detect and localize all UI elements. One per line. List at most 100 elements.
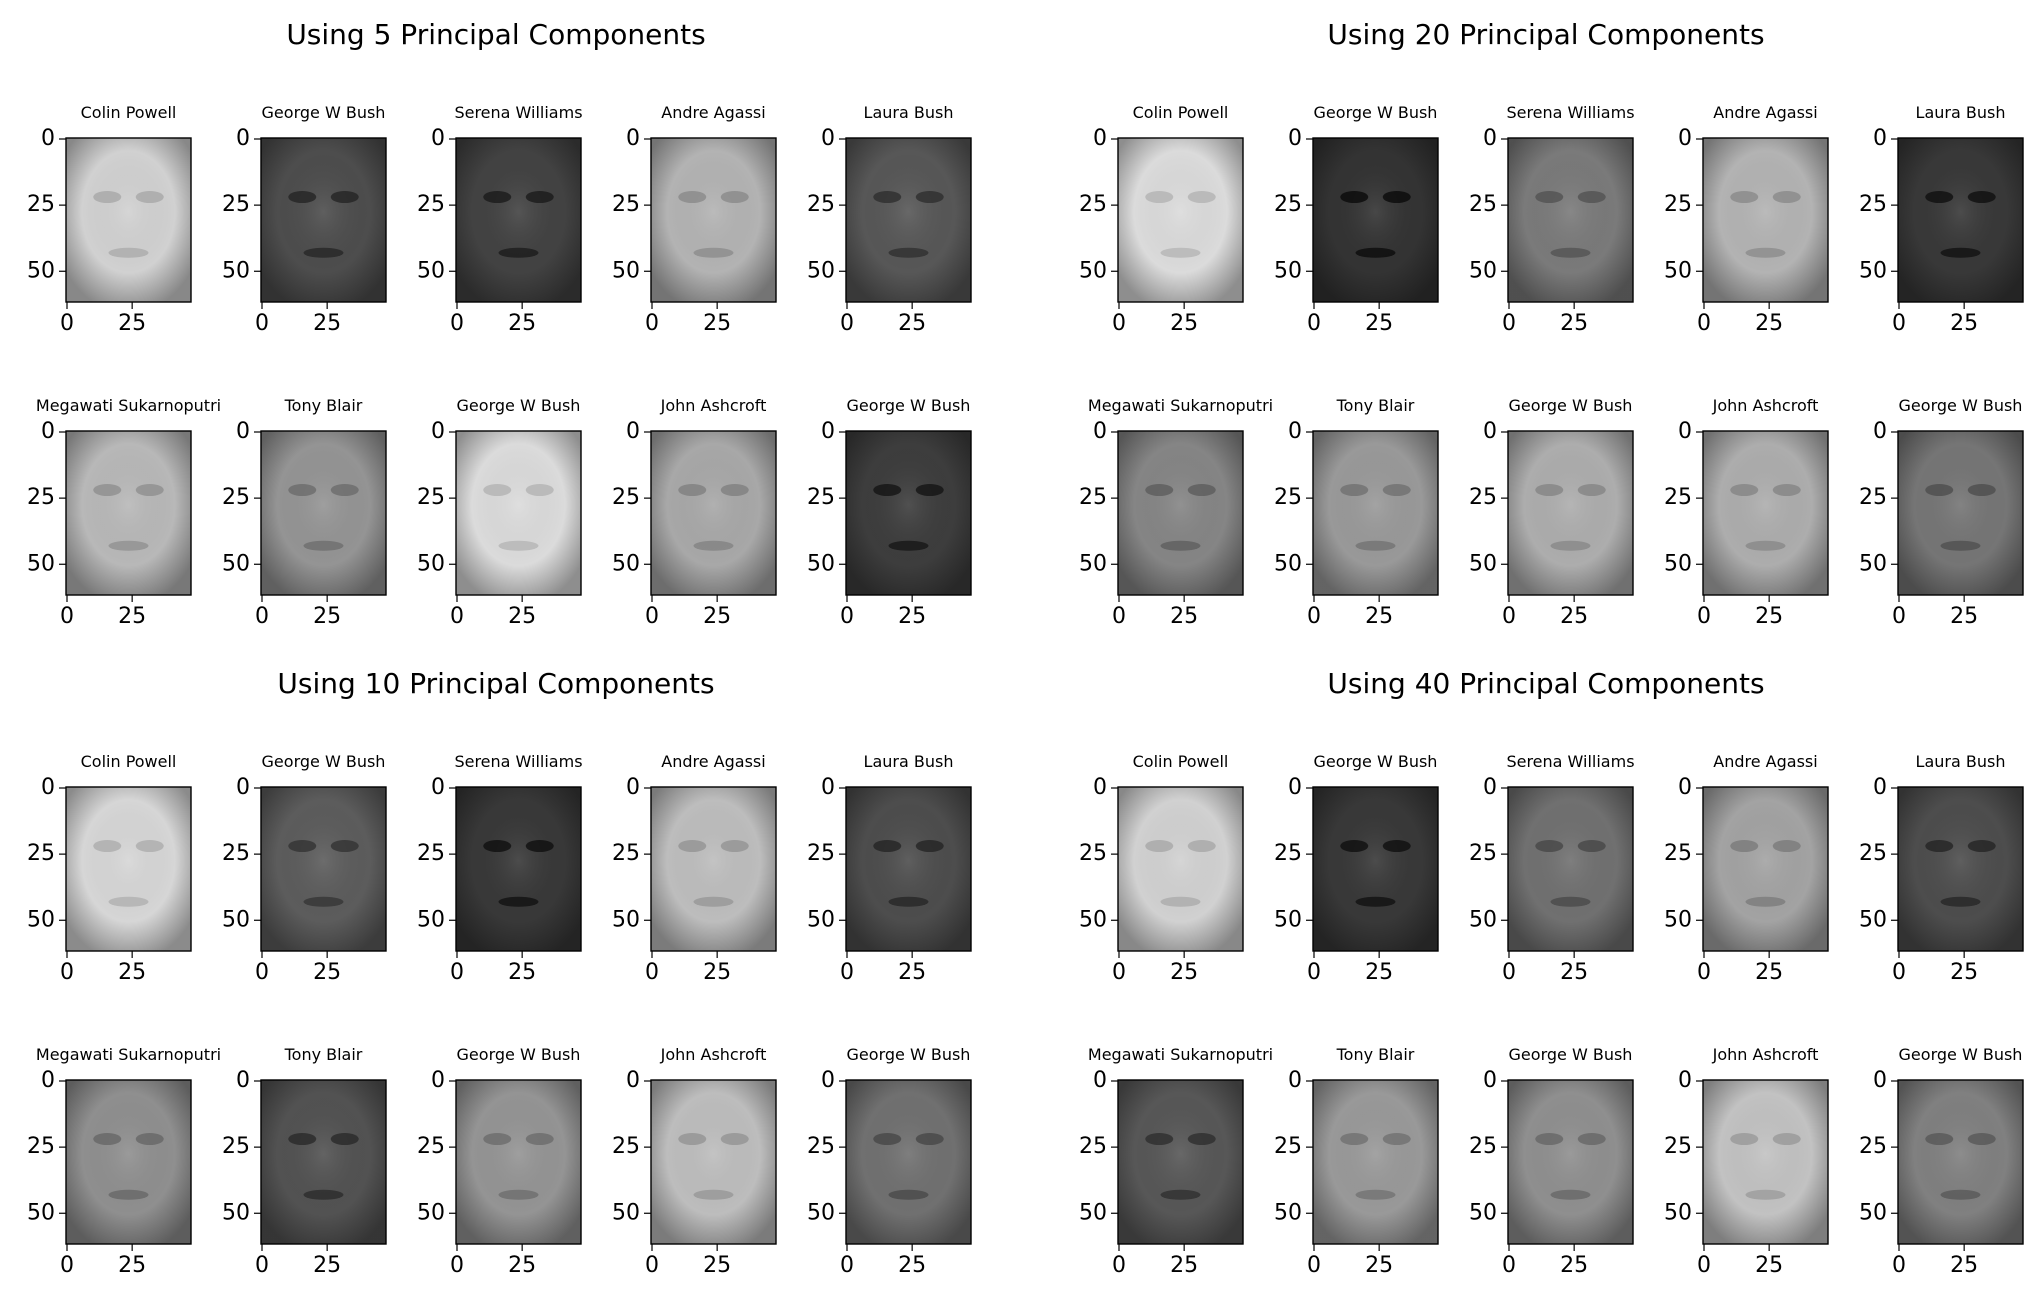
- x-tick-label: 0: [840, 311, 854, 336]
- y-tick-label: 50: [1079, 551, 1107, 576]
- mouth-shade: [108, 896, 149, 907]
- x-tick-label: 0: [1697, 960, 1711, 985]
- mouth-shade: [1160, 247, 1201, 258]
- axes-frame: [1897, 137, 2024, 303]
- right-eye-shade: [135, 484, 164, 497]
- face-shading: [261, 787, 386, 951]
- axes-frame: [1702, 137, 1829, 303]
- y-tick-label: 0: [1873, 419, 1887, 444]
- mouth-shade: [1355, 896, 1396, 907]
- right-eye-shade: [1187, 191, 1216, 204]
- y-tick-label: 25: [1469, 485, 1497, 510]
- y-tick-label: 0: [236, 126, 250, 151]
- x-tick-label: 25: [118, 1253, 146, 1278]
- chart-group-3: Using 10 Principal Components Colin Powel…: [27, 667, 972, 1278]
- left-eye-shade: [1535, 1133, 1564, 1146]
- face-panel: Andre Agassi 0 25 0 25 50: [1664, 752, 1829, 985]
- left-eye-shade: [1340, 1133, 1369, 1146]
- mouth-shade: [1940, 247, 1981, 258]
- face-shading: [1508, 431, 1633, 595]
- chart-title: Using 5 Principal Components: [286, 18, 705, 51]
- y-tick-label: 0: [1288, 126, 1302, 151]
- face-shading: [261, 431, 386, 595]
- y-tick-label: 0: [821, 775, 835, 800]
- panel-title: George W Bush: [457, 1045, 581, 1064]
- face-shading: [651, 787, 776, 951]
- panel-title: Tony Blair: [284, 1045, 363, 1064]
- y-tick-label: 25: [27, 841, 55, 866]
- axes-frame: [455, 137, 582, 303]
- panel-title: George W Bush: [847, 1045, 971, 1064]
- left-eye-shade: [1730, 840, 1759, 853]
- y-tick-label: 0: [626, 775, 640, 800]
- y-tick-label: 0: [1093, 1068, 1107, 1093]
- face-shading: [1118, 1080, 1243, 1244]
- face-shading: [1898, 138, 2023, 302]
- mouth-shade: [108, 247, 149, 258]
- x-tick-label: 0: [1892, 960, 1906, 985]
- left-eye-shade: [1925, 191, 1954, 204]
- face-panel: George W Bush 0 25 0 25 50: [1859, 396, 2024, 629]
- x-tick-label: 0: [645, 960, 659, 985]
- mouth-shade: [693, 247, 734, 258]
- y-tick-label: 0: [626, 1068, 640, 1093]
- right-eye-shade: [525, 840, 554, 853]
- right-eye-shade: [135, 840, 164, 853]
- left-eye-shade: [873, 1133, 902, 1146]
- right-eye-shade: [1577, 840, 1606, 853]
- y-tick-label: 50: [1274, 1200, 1302, 1225]
- face-shading: [846, 138, 971, 302]
- x-tick-label: 0: [645, 311, 659, 336]
- mouth-shade: [1355, 1189, 1396, 1200]
- right-eye-shade: [1772, 1133, 1801, 1146]
- right-eye-shade: [915, 840, 944, 853]
- axes-frame: [1117, 430, 1244, 596]
- y-tick-label: 25: [1859, 485, 1887, 510]
- right-eye-shade: [525, 484, 554, 497]
- axes-frame: [455, 430, 582, 596]
- axes-frame: [1117, 1079, 1244, 1245]
- panel-title: Colin Powell: [1133, 752, 1229, 771]
- right-eye-shade: [330, 191, 359, 204]
- y-tick-label: 25: [1274, 841, 1302, 866]
- x-tick-label: 25: [313, 311, 341, 336]
- x-tick-label: 0: [1112, 1253, 1126, 1278]
- x-tick-label: 25: [1755, 604, 1783, 629]
- y-tick-label: 50: [807, 1200, 835, 1225]
- left-eye-shade: [483, 1133, 512, 1146]
- face-shading: [846, 1080, 971, 1244]
- x-tick-label: 25: [1560, 604, 1588, 629]
- x-tick-label: 25: [1170, 960, 1198, 985]
- y-tick-label: 50: [1079, 907, 1107, 932]
- face-panel: John Ashcroft 0 25 0 25 50: [612, 396, 777, 629]
- chart-group-4: Using 40 Principal Components Colin Powel…: [1079, 667, 2024, 1278]
- left-eye-shade: [1145, 191, 1174, 204]
- face-shading: [456, 1080, 581, 1244]
- panel-title: Colin Powell: [1133, 103, 1229, 122]
- left-eye-shade: [1730, 191, 1759, 204]
- axes-frame: [1117, 786, 1244, 952]
- panel-title: John Ashcroft: [1712, 396, 1819, 415]
- panel-title: Megawati Sukarnoputri: [36, 396, 221, 415]
- y-tick-label: 50: [1859, 258, 1887, 283]
- x-tick-label: 25: [1950, 311, 1978, 336]
- x-tick-label: 25: [118, 604, 146, 629]
- mouth-shade: [1550, 1189, 1591, 1200]
- y-tick-label: 0: [1483, 1068, 1497, 1093]
- x-tick-label: 0: [1697, 311, 1711, 336]
- y-tick-label: 0: [41, 419, 55, 444]
- x-tick-label: 0: [1502, 1253, 1516, 1278]
- axes-frame: [845, 786, 972, 952]
- y-tick-label: 25: [1664, 485, 1692, 510]
- y-tick-label: 50: [222, 907, 250, 932]
- x-tick-label: 0: [1892, 311, 1906, 336]
- face-panel: George W Bush 0 25 0 25 50: [417, 396, 582, 629]
- mouth-shade: [888, 1189, 929, 1200]
- x-tick-label: 25: [1170, 604, 1198, 629]
- axes-frame: [1507, 1079, 1634, 1245]
- face-shading: [651, 1080, 776, 1244]
- y-tick-label: 50: [1859, 1200, 1887, 1225]
- face-panel: Tony Blair 0 25 0 25 50: [222, 396, 387, 629]
- face-shading: [1508, 787, 1633, 951]
- face-shading: [261, 1080, 386, 1244]
